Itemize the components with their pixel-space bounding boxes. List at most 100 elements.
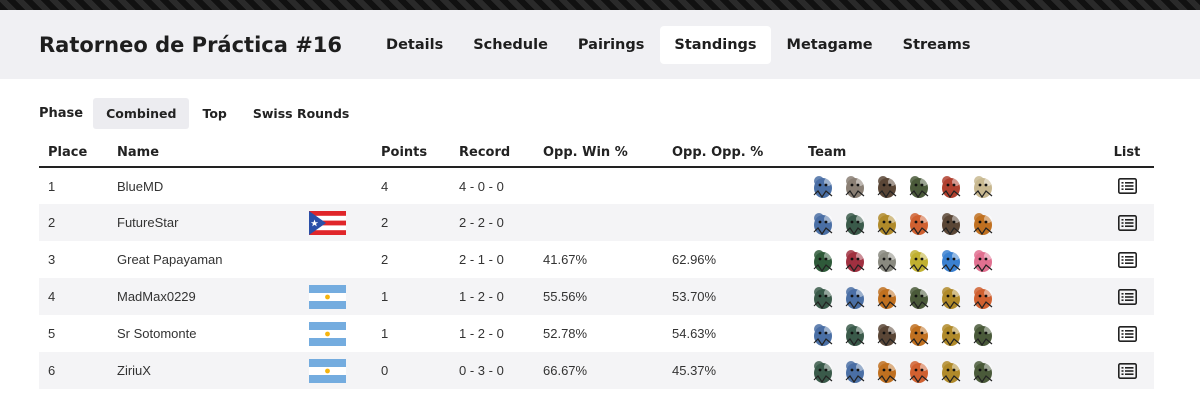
tab-schedule[interactable]: Schedule [473,36,548,53]
pokemon-sprite-icon [941,176,961,199]
player-name[interactable]: ZiriuX [108,352,300,389]
pokemon-sprite-icon [877,176,897,199]
opp-win-cell [534,204,663,241]
col-points: Points [372,139,450,168]
argentina-flag-icon [309,358,346,383]
list-cell [1100,167,1154,204]
opp-win-cell: 52.78% [543,326,588,341]
pokemon-sprite-icon [845,176,865,199]
decklist-icon[interactable] [1117,288,1137,305]
opp-win-cell: 55.56% [534,278,663,315]
col-place: Place [39,139,108,168]
pokemon-sprite-icon [973,249,993,272]
opp-win-cell: 41.67% [543,252,588,267]
pokemon-sprite-icon [813,286,833,309]
header: Ratorneo de Práctica #16 Details Schedul… [0,10,1200,79]
team-cell [799,278,1100,315]
opp-opp-cell [663,167,799,204]
list-cell [1100,204,1154,241]
record-cell: 1 - 2 - 0 [459,326,504,341]
opp-opp-cell [663,204,799,241]
pokemon-sprite-icon [877,286,897,309]
phase-top-button[interactable]: Top [202,105,227,121]
col-flag [300,139,372,168]
decklist-icon[interactable] [1117,251,1137,268]
points-cell: 2 [381,252,389,267]
pokemon-sprite-icon [813,360,833,383]
table-row: 2 FutureStar 2 2 - 2 - 0 [39,204,1154,241]
pokemon-sprite-icon [973,176,993,199]
decklist-icon[interactable] [1117,325,1137,342]
tab-metagame[interactable]: Metagame [786,36,873,53]
pokemon-sprite-icon [813,212,833,235]
flag-cell [300,241,372,278]
decklist-icon[interactable] [1117,178,1137,195]
pokemon-sprite-icon [941,286,961,309]
table-header-row: Place Name Points Record Opp. Win % Opp.… [39,139,1154,168]
col-team: Team [799,139,1100,168]
pokemon-sprite-icon [813,323,833,346]
list-cell [1100,241,1154,278]
player-name[interactable]: Great Papayaman [117,252,223,267]
team-cell [799,241,1100,278]
pokemon-sprite-icon [941,212,961,235]
place-cell: 5 [48,326,56,341]
flag-cell [300,204,372,241]
tab-streams[interactable]: Streams [902,36,971,53]
team-cell [799,204,1100,241]
argentina-flag-icon [309,321,346,346]
pokemon-sprite-icon [845,212,865,235]
list-cell [1100,315,1154,352]
place-cell: 2 [39,204,108,241]
nav-tabs: Details Schedule Pairings Standings Meta… [372,25,986,64]
player-name[interactable]: MadMax0229 [108,278,300,315]
pokemon-sprite-icon [877,212,897,235]
player-name[interactable]: Sr Sotomonte [117,326,197,341]
place-cell: 4 [39,278,108,315]
record-cell: 1 - 2 - 0 [450,278,534,315]
tab-details[interactable]: Details [386,36,444,53]
pokemon-sprite-icon [941,360,961,383]
place-cell: 1 [48,178,56,194]
col-list: List [1100,139,1154,168]
place-cell: 3 [48,252,56,267]
phase-swiss-rounds-button[interactable]: Swiss Rounds [252,105,350,121]
table-row: 6 ZiriuX 0 0 - 3 - 0 66.67% 45.37% [39,352,1154,389]
pokemon-sprite-icon [973,323,993,346]
pokemon-sprite-icon [845,286,865,309]
tab-pairings[interactable]: Pairings [577,36,645,53]
points-cell: 4 [381,178,389,194]
pokemon-sprite-icon [941,249,961,272]
opp-win-cell: 66.67% [534,352,663,389]
points-cell: 0 [372,352,450,389]
opp-win-cell [534,167,663,204]
team-cell [799,167,1100,204]
decklist-icon[interactable] [1117,362,1137,379]
tab-standings[interactable]: Standings [660,25,771,64]
decklist-icon[interactable] [1117,214,1137,231]
pokemon-sprite-icon [909,176,929,199]
record-cell: 0 - 3 - 0 [450,352,534,389]
top-stripe [0,0,1200,10]
pokemon-sprite-icon [909,360,929,383]
table-row: 5 Sr Sotomonte 1 1 - 2 - 0 52.78% 54.63% [39,315,1154,352]
record-cell: 2 - 1 - 0 [459,252,504,267]
col-opp-win: Opp. Win % [534,139,663,168]
table-row: 3 Great Papayaman 2 2 - 1 - 0 41.67% 62.… [39,241,1154,278]
col-record: Record [450,139,534,168]
col-name: Name [108,139,300,168]
record-cell: 4 - 0 - 0 [459,178,504,194]
opp-opp-cell: 45.37% [663,352,799,389]
opp-opp-cell: 62.96% [672,252,717,267]
player-name[interactable]: FutureStar [108,204,300,241]
opp-opp-cell: 53.70% [663,278,799,315]
pokemon-sprite-icon [877,323,897,346]
phase-combined-button[interactable]: Combined [93,97,190,129]
pokemon-sprite-icon [845,249,865,272]
player-name[interactable]: BlueMD [117,178,164,194]
page-title: Ratorneo de Práctica #16 [39,32,343,57]
phase-selector: Phase Combined Top Swiss Rounds [0,97,1200,129]
pokemon-sprite-icon [973,286,993,309]
pokemon-sprite-icon [909,212,929,235]
list-cell [1100,278,1154,315]
